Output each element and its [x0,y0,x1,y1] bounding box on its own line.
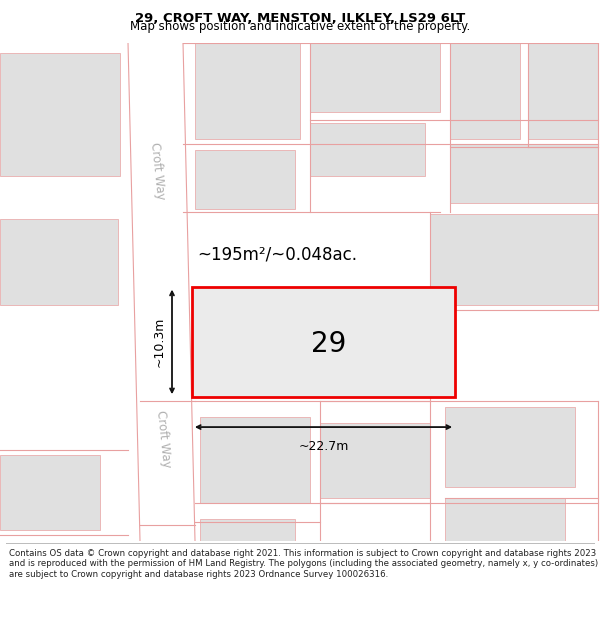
Bar [200,418,310,503]
Bar [0,455,100,530]
Bar [200,519,295,541]
Text: Contains OS data © Crown copyright and database right 2021. This information is : Contains OS data © Crown copyright and d… [9,549,598,579]
Bar [192,287,455,397]
Text: 29, CROFT WAY, MENSTON, ILKLEY, LS29 6LT: 29, CROFT WAY, MENSTON, ILKLEY, LS29 6LT [135,12,465,25]
Text: Map shows position and indicative extent of the property.: Map shows position and indicative extent… [130,20,470,33]
Bar [528,42,598,139]
Bar [320,422,430,498]
Bar [0,53,120,176]
Text: 29: 29 [311,330,346,358]
Bar [430,214,598,305]
Bar [445,498,565,541]
Text: ~195m²/~0.048ac.: ~195m²/~0.048ac. [197,245,357,263]
Polygon shape [128,42,195,541]
Text: Croft Way: Croft Way [148,142,166,201]
Bar [450,42,520,139]
Bar [445,407,575,487]
Bar [195,149,295,209]
Bar [310,42,440,112]
Bar [310,123,425,176]
Bar [0,219,118,305]
Bar [195,42,300,139]
Text: ~22.7m: ~22.7m [298,440,349,453]
Text: ~10.3m: ~10.3m [153,317,166,367]
Text: Croft Way: Croft Way [154,409,172,468]
Bar [450,144,598,203]
